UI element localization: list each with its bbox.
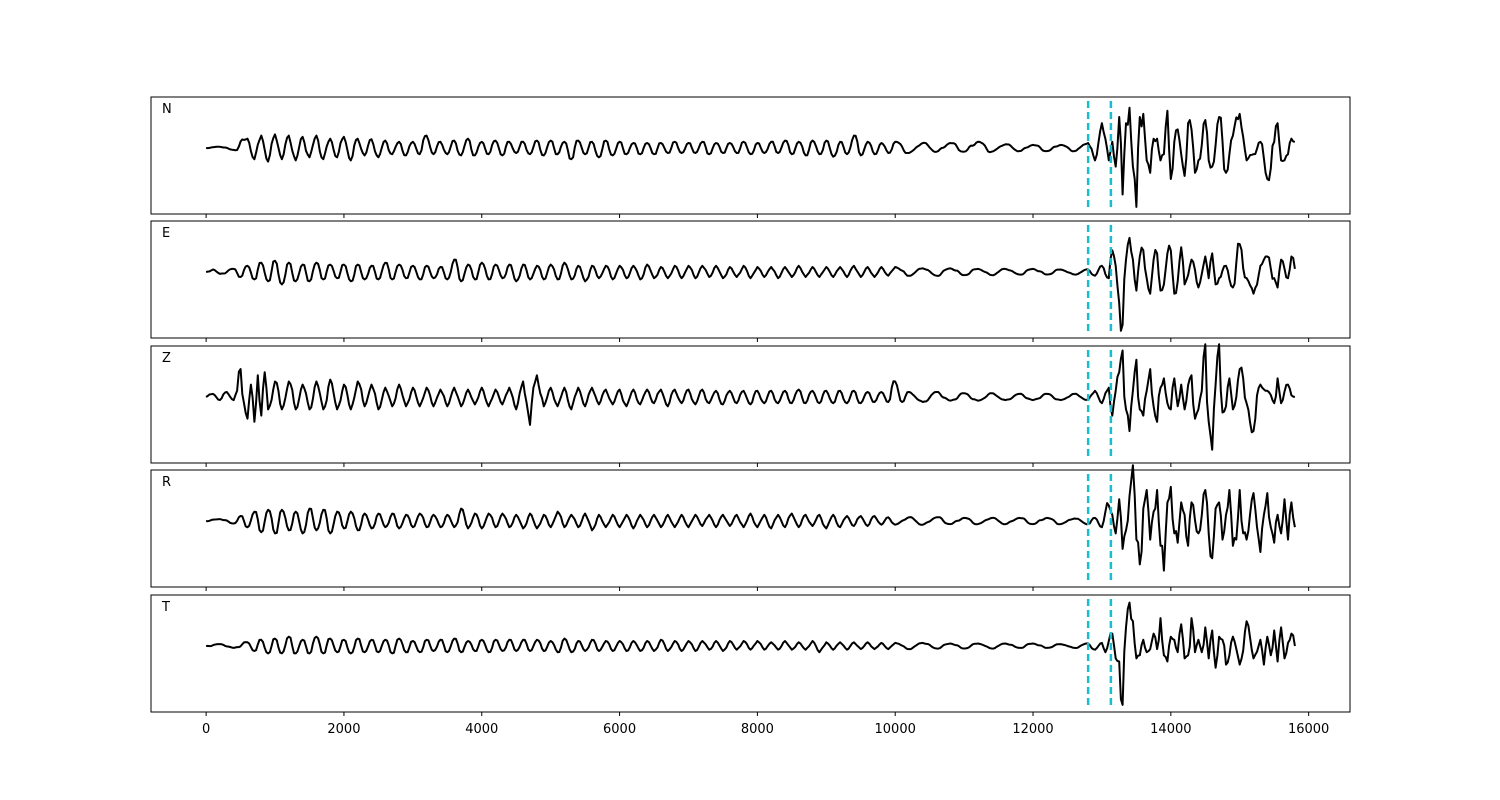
panel-n: N — [150, 96, 1351, 218]
panel-z: Z — [150, 343, 1351, 467]
x-tick-label: 12000 — [1012, 722, 1053, 737]
panel-r: R — [150, 464, 1351, 591]
trace-n — [206, 106, 1296, 208]
x-tick-label: 2000 — [327, 722, 360, 737]
panel-t: T — [150, 594, 1351, 716]
panel-label: Z — [162, 351, 171, 366]
x-tick-label: 0 — [202, 722, 210, 737]
panel-frame — [150, 96, 1351, 215]
panel-label: T — [161, 600, 170, 615]
x-tick-label: 4000 — [465, 722, 498, 737]
panel-e: E — [150, 220, 1351, 342]
trace-e — [205, 236, 1296, 332]
x-tick-label: 10000 — [875, 722, 916, 737]
panel-label: E — [162, 226, 170, 241]
x-tick-label: 8000 — [741, 722, 774, 737]
panel-frame — [150, 220, 1351, 339]
trace-z — [205, 343, 1296, 451]
panel-label: N — [162, 102, 172, 117]
panel-label: R — [162, 475, 171, 490]
trace-r — [205, 464, 1296, 572]
panel-frame — [150, 469, 1351, 588]
panel-frame — [150, 594, 1351, 713]
x-tick-label: 6000 — [603, 722, 636, 737]
x-axis: 0 2000 4000 6000 8000 10000 12000 14000 16000 — [202, 722, 1329, 737]
trace-t — [206, 601, 1296, 706]
panels-layer: N E Z R T — [150, 96, 1351, 716]
panel-frame — [150, 345, 1351, 464]
x-tick-label: 16000 — [1288, 722, 1329, 737]
x-tick-label: 14000 — [1150, 722, 1191, 737]
